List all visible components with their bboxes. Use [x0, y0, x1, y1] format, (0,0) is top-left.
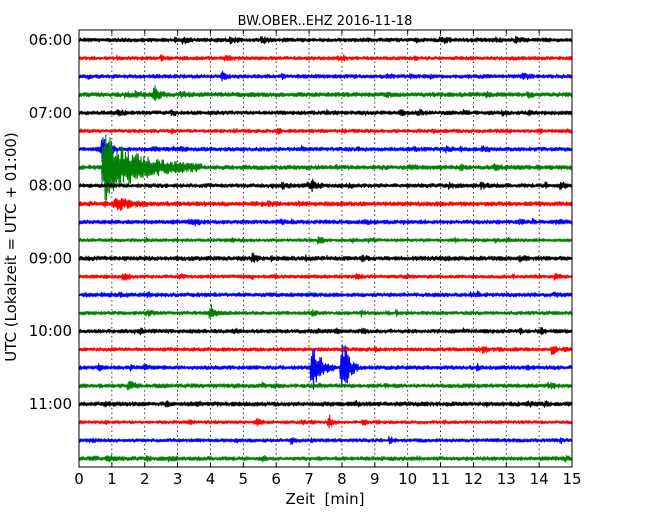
trace-line — [78, 290, 573, 299]
x-axis-ticks: 0 1 2 3 4 5 6 7 8 9 10 11 12 13 14 15 — [74, 30, 582, 488]
trace-line — [78, 344, 573, 390]
trace-line — [78, 35, 573, 45]
grid-lines — [111, 30, 540, 467]
x-tick-label: 5 — [239, 470, 249, 488]
x-tick-label: 3 — [173, 470, 183, 488]
y-tick-label: 09:00 — [29, 249, 72, 267]
x-tick-label: 14 — [530, 470, 549, 488]
x-tick-label: 10 — [398, 470, 417, 488]
y-tick-label: 10:00 — [29, 322, 72, 340]
trace-line — [78, 85, 573, 102]
x-tick-label: 0 — [74, 470, 84, 488]
chart-title: BW.OBER..EHZ 2016-11-18 — [238, 14, 413, 29]
x-tick-label: 2 — [140, 470, 150, 488]
trace-line — [78, 346, 573, 356]
trace-line — [78, 178, 573, 192]
x-axis-label: Zeit [min] — [285, 490, 364, 508]
trace-line — [78, 380, 573, 391]
trace-line — [78, 400, 573, 408]
trace-line — [78, 252, 573, 263]
trace-line — [78, 127, 573, 135]
trace-line — [78, 326, 573, 336]
trace-line — [78, 454, 573, 463]
trace-line — [78, 414, 573, 429]
y-axis-label: UTC (Lokalzeit = UTC + 01:00) — [2, 132, 20, 362]
trace-line — [78, 236, 573, 245]
trace-line — [78, 435, 573, 445]
x-tick-label: 12 — [464, 470, 483, 488]
y-tick-label: 06:00 — [29, 31, 72, 49]
trace-line — [78, 272, 573, 281]
x-tick-label: 15 — [562, 470, 581, 488]
trace-line — [78, 217, 573, 227]
trace-line — [78, 108, 573, 117]
plot-frame — [78, 29, 573, 468]
trace-line — [78, 54, 573, 62]
trace-line — [78, 304, 573, 319]
trace-line — [78, 197, 573, 211]
trace-line — [78, 137, 573, 164]
x-tick-label: 11 — [431, 470, 450, 488]
x-tick-label: 13 — [497, 470, 516, 488]
x-tick-label: 8 — [337, 470, 347, 488]
y-tick-label: 07:00 — [29, 104, 72, 122]
x-tick-label: 7 — [304, 470, 314, 488]
x-tick-label: 6 — [271, 470, 281, 488]
trace-line — [78, 70, 573, 82]
seismogram-traces — [78, 35, 573, 463]
trace-line — [78, 134, 573, 201]
y-axis-ticks: 06:00 07:00 08:00 09:00 10:00 11:00 — [29, 31, 83, 413]
y-tick-label: 11:00 — [29, 395, 72, 413]
y-tick-label: 08:00 — [29, 177, 72, 195]
x-tick-label: 9 — [370, 470, 380, 488]
x-tick-label: 1 — [107, 470, 117, 488]
x-tick-label: 4 — [206, 470, 216, 488]
